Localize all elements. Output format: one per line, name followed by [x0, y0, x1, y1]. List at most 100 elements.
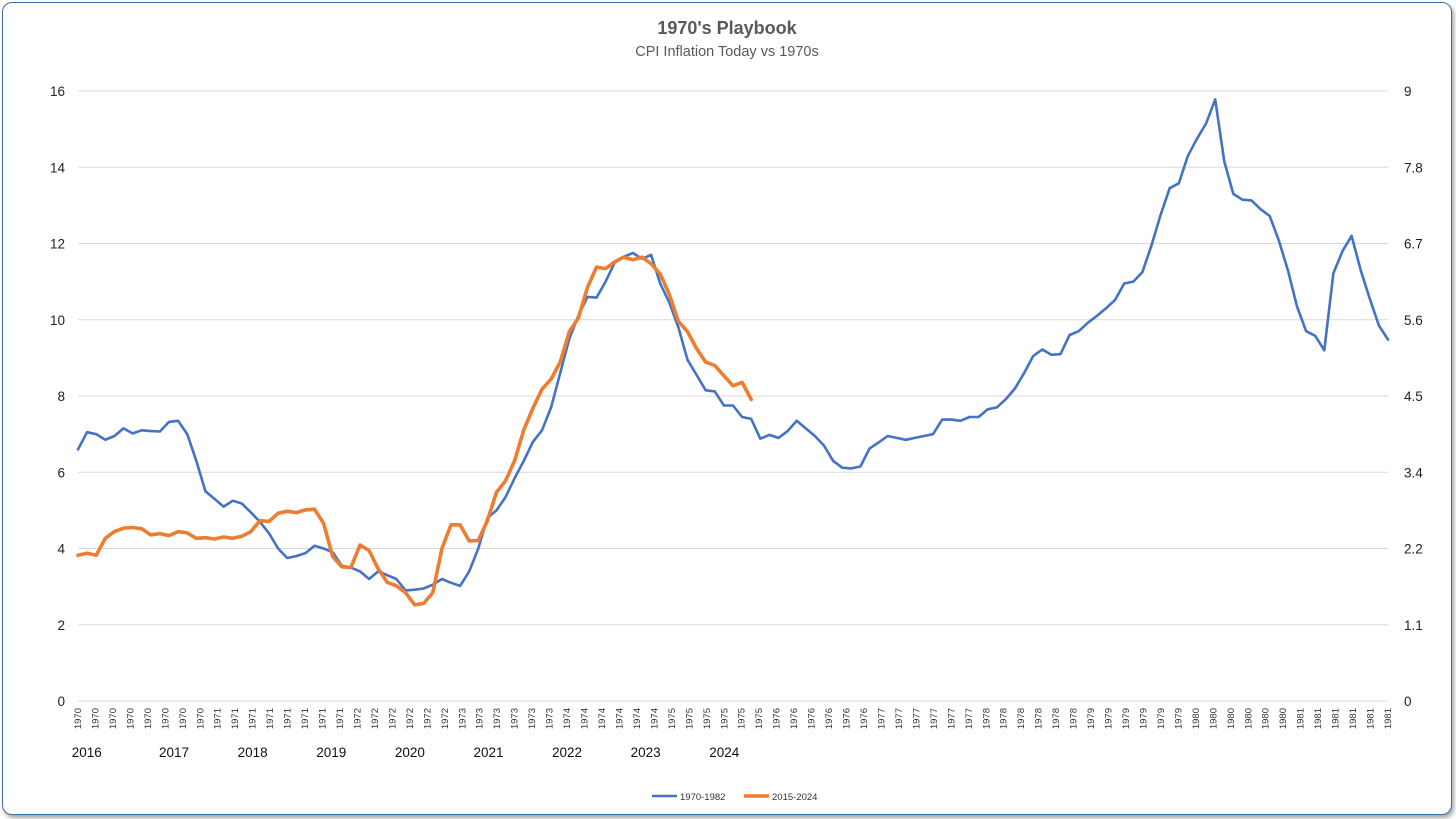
- right-y-tick-label: 3.4: [1404, 465, 1423, 480]
- x-tick-label: 1979: [1086, 708, 1097, 729]
- year-label: 2023: [631, 745, 661, 760]
- x-tick-label: 1974: [562, 708, 573, 729]
- series-2015-2024-line: [76, 255, 754, 607]
- x-tick-label: 1972: [405, 708, 416, 729]
- x-tick-label: 1973: [492, 708, 503, 729]
- x-tick-label: 1975: [737, 708, 748, 729]
- year-label: 2022: [552, 745, 582, 760]
- right-y-tick-label: 2.2: [1404, 542, 1423, 557]
- x-tick-label: 1976: [772, 708, 783, 729]
- x-tick-label: 1979: [1121, 708, 1132, 729]
- left-y-tick-label: 6: [57, 465, 65, 480]
- x-tick-label: 1981: [1313, 708, 1324, 729]
- x-tick-label: 1975: [702, 708, 713, 729]
- x-tick-label: 1977: [929, 708, 940, 729]
- x-tick-label: 1970: [178, 708, 189, 729]
- x-tick-label: 1979: [1156, 708, 1167, 729]
- x-tick-label: 1974: [649, 708, 660, 729]
- x-tick-label: 1971: [265, 708, 276, 729]
- x-tick-label: 1979: [1138, 708, 1149, 729]
- year-label: 2021: [473, 745, 503, 760]
- x-tick-label: 1980: [1208, 708, 1219, 729]
- left-y-tick-label: 12: [50, 237, 65, 252]
- x-tick-label: 1974: [614, 708, 625, 729]
- x-tick-label: 1975: [754, 708, 765, 729]
- left-y-tick-label: 0: [57, 694, 65, 709]
- x-tick-label: 1981: [1383, 708, 1394, 729]
- x-tick-label: 1973: [527, 708, 538, 729]
- x-tick-label: 1977: [946, 708, 957, 729]
- x-axis-tick-labels: 1970 1970 1970 1970 1970 1970 1970 1970 1971 1971…: [73, 708, 1394, 729]
- gridlines: [78, 90, 1388, 702]
- x-tick-label: 1970: [143, 708, 154, 729]
- x-tick-label: 1971: [213, 708, 224, 729]
- year-label: 2020: [395, 745, 425, 760]
- x-tick-label: 1980: [1278, 708, 1289, 729]
- year-label: 2016: [72, 745, 102, 760]
- right-y-tick-label: 1.1: [1404, 618, 1423, 633]
- x-tick-label: 1981: [1331, 708, 1342, 729]
- left-y-tick-label: 4: [57, 542, 65, 557]
- x-tick-label: 1972: [387, 708, 398, 729]
- x-tick-label: 1975: [684, 708, 695, 729]
- x-tick-label: 1973: [510, 708, 521, 729]
- x-tick-label: 1981: [1296, 708, 1307, 729]
- x-tick-label: 1970: [195, 708, 206, 729]
- year-label: 2019: [316, 745, 346, 760]
- left-y-tick-label: 2: [57, 618, 65, 633]
- x-tick-label: 1970: [125, 708, 136, 729]
- x-tick-label: 1977: [964, 708, 975, 729]
- year-label: 2018: [238, 745, 268, 760]
- right-y-tick-label: 5.6: [1404, 313, 1423, 328]
- x-tick-label: 1975: [667, 708, 678, 729]
- x-tick-label: 1974: [580, 708, 591, 729]
- x-tick-label: 1976: [842, 708, 853, 729]
- x-tick-label: 1970: [90, 708, 101, 729]
- x-tick-label: 1980: [1243, 708, 1254, 729]
- x-tick-label: 1980: [1226, 708, 1237, 729]
- x-tick-label: 1971: [318, 708, 329, 729]
- chart-title: 1970's Playbook: [657, 18, 797, 38]
- x-tick-label: 1970: [160, 708, 171, 729]
- x-tick-label: 1973: [457, 708, 468, 729]
- x-tick-label: 1971: [335, 708, 346, 729]
- x-tick-label: 1971: [300, 708, 311, 729]
- x-tick-label: 1978: [1051, 708, 1062, 729]
- x-tick-label: 1978: [999, 708, 1010, 729]
- x-tick-label: 1971: [248, 708, 259, 729]
- x-tick-label: 1972: [370, 708, 381, 729]
- x-tick-label: 1979: [1173, 708, 1184, 729]
- right-y-tick-label: 7.8: [1404, 160, 1423, 175]
- year-label: 2017: [159, 745, 189, 760]
- right-y-tick-label: 6.7: [1404, 237, 1423, 252]
- left-y-tick-label: 14: [50, 160, 66, 175]
- x-tick-label: 1980: [1261, 708, 1272, 729]
- x-tick-label: 1976: [807, 708, 818, 729]
- x-tick-label: 1976: [789, 708, 800, 729]
- series-1970-1982-line: [76, 98, 1390, 592]
- x-tick-label: 1972: [440, 708, 451, 729]
- x-tick-label: 1971: [230, 708, 241, 729]
- legend-label-1970-1982: 1970-1982: [680, 792, 725, 803]
- left-y-tick-label: 16: [50, 84, 65, 99]
- x-tick-label: 1973: [475, 708, 486, 729]
- right-y-tick-label: 0: [1404, 694, 1412, 709]
- x-tick-label: 1980: [1191, 708, 1202, 729]
- chart-subtitle: CPI Inflation Today vs 1970s: [635, 44, 819, 60]
- x-tick-label: 1978: [981, 708, 992, 729]
- x-tick-label: 1978: [1034, 708, 1045, 729]
- legend-label-2015-2024: 2015-2024: [772, 792, 817, 803]
- x-tick-label: 1981: [1348, 708, 1359, 729]
- x-tick-label: 1977: [911, 708, 922, 729]
- left-y-tick-label: 10: [50, 313, 65, 328]
- right-y-tick-label: 9: [1404, 84, 1412, 99]
- right-y-axis: 0 1.1 2.2 3.4 4.5 5.6 6.7 7.8 9: [1404, 84, 1423, 709]
- x-tick-label: 1974: [632, 708, 643, 729]
- left-y-tick-label: 8: [57, 389, 65, 404]
- x-tick-label: 1977: [894, 708, 905, 729]
- x-tick-label: 1973: [545, 708, 556, 729]
- x-tick-label: 1978: [1016, 708, 1027, 729]
- x-tick-label: 1972: [352, 708, 363, 729]
- x-tick-label: 1976: [859, 708, 870, 729]
